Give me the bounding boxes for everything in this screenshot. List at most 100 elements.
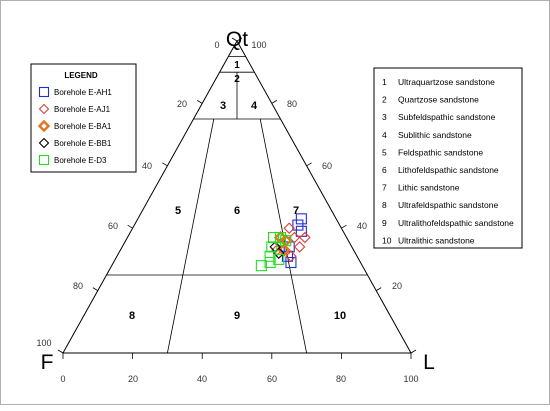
tick-mark	[92, 287, 99, 291]
data-point	[267, 232, 280, 244]
left-tick-label: 100	[36, 338, 51, 348]
classification-label: Quartzose sandstone	[398, 95, 479, 105]
legend-label: Borehole E-BB1	[54, 139, 112, 148]
classification-number: 1	[382, 77, 387, 87]
tick-mark	[306, 162, 312, 167]
bottom-tick-label: 40	[197, 374, 207, 384]
bottom-tick-label: 0	[60, 374, 65, 384]
left-tick-label: 20	[177, 99, 187, 109]
right-tick-label: 100	[251, 40, 266, 50]
data-point	[266, 241, 278, 253]
legend-marker	[38, 137, 50, 149]
legend-label: Borehole E-D3	[54, 156, 107, 165]
classification-label: Ultrafeldspathic sandstone	[398, 200, 498, 210]
data-point	[273, 253, 285, 265]
bottom-tick-label: 20	[128, 374, 138, 384]
legend-frame	[30, 63, 137, 173]
classification-label: Ultralithofeldspathic sandstone	[398, 218, 514, 228]
tick-mark	[410, 349, 417, 354]
data-point	[274, 232, 287, 244]
data-point	[255, 260, 267, 272]
legend-label: Borehole E-AH1	[54, 88, 112, 97]
classification-frame	[373, 67, 523, 249]
left-tick-label: 80	[73, 281, 83, 291]
tick-mark	[236, 37, 243, 42]
tick-mark	[196, 100, 203, 104]
legend-marker	[38, 154, 50, 166]
tick-mark	[231, 37, 238, 42]
legend-marker	[38, 86, 50, 98]
apex-label-qt: Qt	[226, 28, 248, 51]
field-number-2: 2	[234, 74, 240, 85]
classification-number: 5	[382, 147, 387, 157]
classification-label: Lithofeldspathic sandstone	[398, 165, 499, 175]
legend-marker	[38, 103, 50, 115]
right-tick-label: 20	[392, 281, 402, 291]
legend-items: Borehole E-AH1 Borehole E-AJ1 Borehole E-B…	[37, 86, 112, 166]
right-tick-label: 40	[357, 221, 367, 231]
data-point	[299, 231, 311, 244]
field-number-9: 9	[234, 310, 240, 322]
classification-number: 10	[382, 235, 392, 245]
classification-items: 1 Ultraquartzose sandstone 2 Quartzose sand…	[382, 77, 514, 245]
classification-label: Lithic sandstone	[398, 183, 460, 193]
field-number-3: 3	[220, 100, 226, 112]
ternary-triangle	[62, 39, 412, 354]
legend-marker	[37, 119, 51, 133]
left-tick-label: 60	[108, 221, 118, 231]
bottom-tick-label: 80	[336, 374, 346, 384]
field-number-1: 1	[234, 60, 240, 71]
classification-number: 7	[382, 183, 387, 193]
classification-key: 1 Ultraquartzose sandstone 2 Quartzose sand…	[373, 67, 523, 249]
field-number-10: 10	[334, 310, 346, 322]
data-point	[283, 222, 295, 234]
bottom-tick-label: 60	[267, 374, 277, 384]
field-number-5: 5	[175, 205, 181, 217]
left-tick-label: 0	[214, 40, 219, 50]
tick-mark	[375, 287, 382, 291]
tick-mark	[57, 349, 64, 354]
boundary-fl-1-3	[167, 118, 215, 354]
tick-mark	[341, 224, 347, 229]
classification-number: 4	[382, 130, 387, 140]
tick-mark	[271, 100, 278, 104]
data-point	[295, 225, 307, 237]
legend-label: Borehole E-BA1	[54, 122, 112, 131]
field-number-7: 7	[293, 205, 299, 217]
classification-label: Sublithic sandstone	[398, 130, 472, 140]
classification-label: Ultraquartzose sandstone	[398, 77, 495, 87]
classification-label: Subfeldspathic sandstone	[398, 112, 496, 122]
tick-mark	[162, 162, 168, 167]
classification-label: Feldspathic sandstone	[398, 147, 483, 157]
data-point	[285, 256, 297, 269]
classification-label: Ultralithic sandstone	[398, 235, 475, 245]
apex-label-f: F	[41, 351, 54, 374]
data-point	[285, 250, 297, 263]
legend-title: LEGEND	[64, 71, 98, 80]
data-point	[264, 250, 276, 262]
classification-number: 3	[382, 112, 387, 122]
field-number-4: 4	[251, 100, 258, 112]
data-points	[255, 213, 311, 272]
legend-label: Borehole E-AJ1	[54, 105, 111, 114]
data-point	[293, 241, 306, 253]
tick-mark	[127, 224, 133, 229]
data-point	[295, 213, 307, 225]
data-point	[292, 219, 304, 231]
apex-label-l: L	[423, 351, 435, 374]
field-number-8: 8	[129, 310, 135, 322]
classification-number: 8	[382, 200, 387, 210]
left-tick-label: 40	[142, 161, 152, 171]
tick-marks	[57, 37, 417, 359]
field-number-6: 6	[234, 205, 240, 217]
classification-number: 6	[382, 165, 387, 175]
bottom-tick-label: 100	[403, 374, 418, 384]
right-tick-label: 80	[287, 99, 297, 109]
classification-number: 9	[382, 218, 387, 228]
right-tick-label: 60	[322, 161, 332, 171]
data-point	[264, 256, 276, 269]
classification-number: 2	[382, 95, 387, 105]
